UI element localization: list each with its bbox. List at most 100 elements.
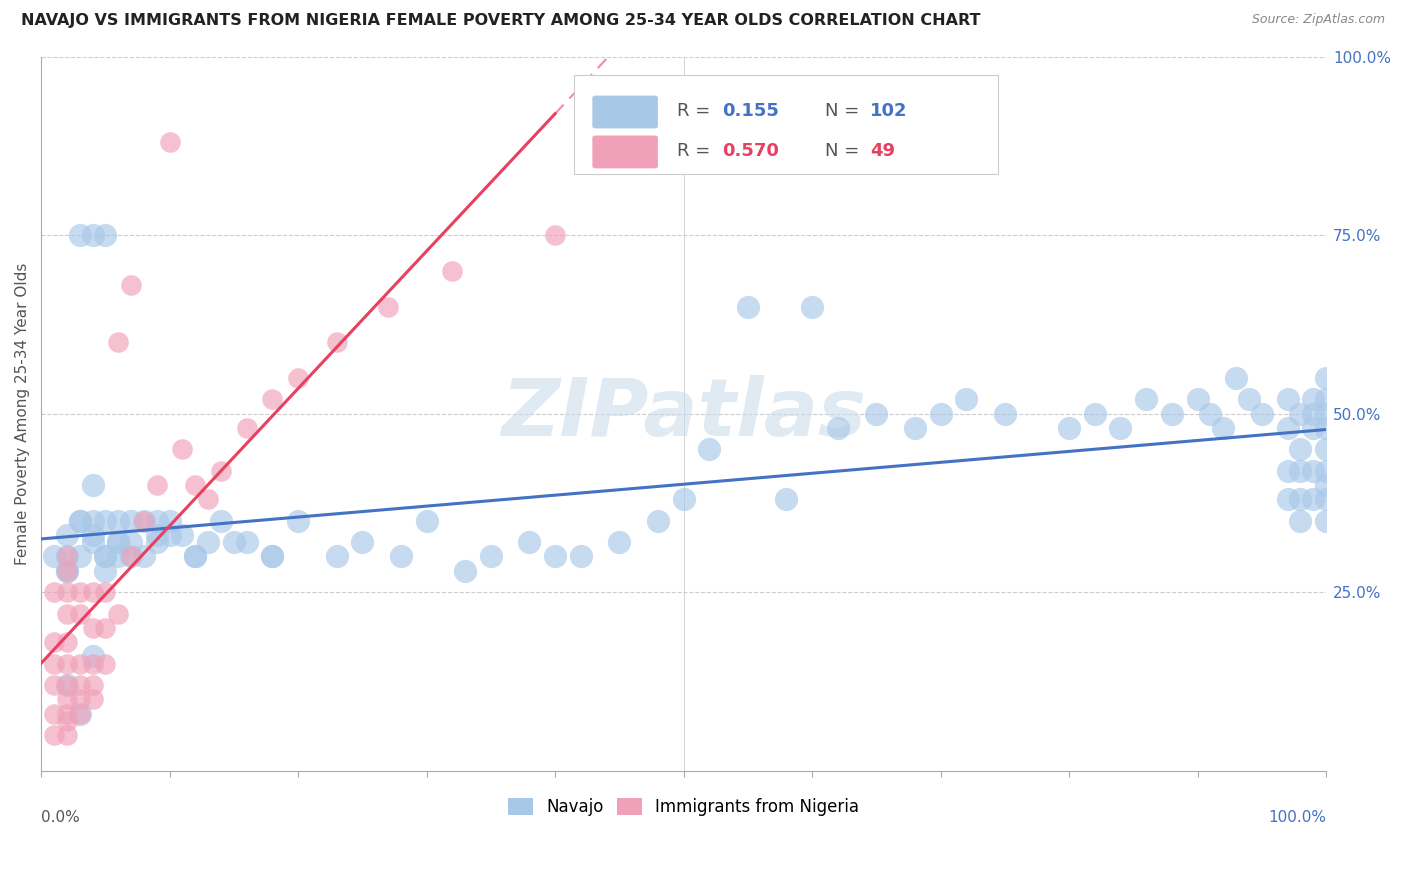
Point	[94, 657, 117, 671]
Point	[145, 514, 167, 528]
Point	[1302, 392, 1324, 407]
Point	[184, 549, 207, 564]
Point	[107, 535, 129, 549]
Point	[82, 228, 104, 243]
Point	[120, 549, 142, 564]
Point	[1302, 492, 1324, 507]
Point	[42, 657, 65, 671]
Point	[197, 535, 219, 549]
Point	[42, 585, 65, 599]
Point	[145, 478, 167, 492]
Point	[1315, 478, 1337, 492]
Point	[197, 492, 219, 507]
Point	[352, 535, 374, 549]
Point	[69, 607, 91, 621]
Point	[904, 421, 927, 435]
Point	[697, 442, 720, 457]
Point	[1225, 371, 1247, 385]
FancyBboxPatch shape	[592, 136, 658, 169]
Point	[94, 621, 117, 635]
Point	[145, 528, 167, 542]
Point	[377, 300, 399, 314]
Point	[56, 585, 79, 599]
Point	[82, 535, 104, 549]
Point	[1315, 421, 1337, 435]
Point	[82, 649, 104, 664]
Point	[94, 549, 117, 564]
Point	[82, 514, 104, 528]
Point	[69, 678, 91, 692]
Point	[107, 535, 129, 549]
Point	[737, 300, 759, 314]
Point	[69, 514, 91, 528]
Point	[56, 635, 79, 649]
Point	[479, 549, 502, 564]
Point	[94, 514, 117, 528]
Point	[415, 514, 437, 528]
Text: N =: N =	[825, 102, 865, 120]
Point	[69, 228, 91, 243]
Text: R =: R =	[678, 142, 716, 160]
Point	[42, 549, 65, 564]
Point	[1199, 407, 1222, 421]
Point	[184, 549, 207, 564]
Point	[1315, 492, 1337, 507]
Point	[56, 549, 79, 564]
Text: 0.570: 0.570	[723, 142, 779, 160]
Point	[42, 706, 65, 721]
Point	[1277, 492, 1299, 507]
Point	[159, 136, 181, 150]
Point	[56, 692, 79, 706]
Point	[42, 678, 65, 692]
Point	[42, 728, 65, 742]
Text: 0.155: 0.155	[723, 102, 779, 120]
FancyBboxPatch shape	[575, 75, 998, 175]
Point	[929, 407, 952, 421]
Point	[120, 549, 142, 564]
Point	[69, 706, 91, 721]
Point	[1250, 407, 1272, 421]
Point	[1289, 464, 1312, 478]
Point	[107, 335, 129, 350]
Point	[107, 549, 129, 564]
Text: 102: 102	[870, 102, 907, 120]
Point	[94, 549, 117, 564]
Point	[82, 621, 104, 635]
Point	[120, 535, 142, 549]
Point	[1289, 407, 1312, 421]
Text: N =: N =	[825, 142, 865, 160]
Point	[94, 564, 117, 578]
Point	[454, 564, 477, 578]
Point	[775, 492, 797, 507]
Point	[389, 549, 412, 564]
Text: ZIPatlas: ZIPatlas	[501, 375, 866, 453]
Point	[69, 585, 91, 599]
Point	[1302, 421, 1324, 435]
Point	[262, 549, 284, 564]
Point	[1135, 392, 1157, 407]
Point	[325, 335, 347, 350]
Point	[209, 464, 232, 478]
Point	[56, 714, 79, 728]
Point	[1084, 407, 1107, 421]
Point	[1277, 464, 1299, 478]
Point	[955, 392, 977, 407]
Point	[82, 528, 104, 542]
Point	[647, 514, 669, 528]
Point	[56, 706, 79, 721]
Point	[1212, 421, 1234, 435]
Point	[1237, 392, 1260, 407]
Point	[56, 564, 79, 578]
Point	[94, 228, 117, 243]
Point	[69, 706, 91, 721]
Point	[827, 421, 849, 435]
Point	[145, 535, 167, 549]
Point	[1109, 421, 1132, 435]
Point	[56, 678, 79, 692]
Point	[262, 392, 284, 407]
Point	[184, 478, 207, 492]
Text: 100.0%: 100.0%	[1268, 810, 1326, 825]
Point	[1315, 464, 1337, 478]
Point	[441, 264, 464, 278]
Point	[56, 607, 79, 621]
